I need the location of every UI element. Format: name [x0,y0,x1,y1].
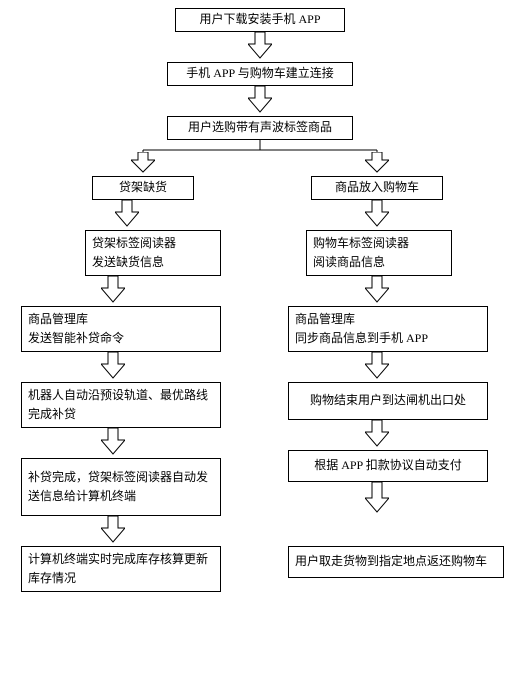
node-mgmt-send-restock: 商品管理库 发送智能补贷命令 [21,306,221,352]
node-download-app: 用户下载安装手机 APP [175,8,345,32]
arrow [131,152,155,174]
node-shelf-reader-send: 贷架标签阅读器 发送缺货信息 [85,230,221,276]
node-app-connect-cart: 手机 APP 与购物车建立连接 [167,62,353,86]
node-line2: 发送智能补贷命令 [28,329,124,348]
node-shelf-out-of-stock: 贷架缺货 [92,176,194,200]
node-label: 计算机终端实时完成库存核算更新库存情况 [28,550,214,588]
node-label: 用户选购带有声波标签商品 [188,118,332,137]
node-line1: 贷架标签阅读器 [92,234,176,253]
node-line1: 商品管理库 [295,310,355,329]
node-terminal-update-stock: 计算机终端实时完成库存核算更新库存情况 [21,546,221,592]
node-label: 用户下载安装手机 APP [199,10,320,29]
node-restock-done-send: 补贷完成，贷架标签阅读器自动发送信息给计算机终端 [21,458,221,516]
node-line1: 商品管理库 [28,310,88,329]
node-cart-reader-read: 购物车标签阅读器 阅读商品信息 [306,230,452,276]
node-put-in-cart: 商品放入购物车 [311,176,443,200]
split-connector [0,140,520,176]
arrow [115,200,139,228]
node-select-goods: 用户选购带有声波标签商品 [167,116,353,140]
node-label: 贷架缺货 [119,178,167,197]
node-label: 补贷完成，贷架标签阅读器自动发送信息给计算机终端 [28,468,214,506]
node-robot-restock: 机器人自动沿预设轨道、最优路线完成补贷 [21,382,221,428]
arrow [365,152,389,174]
node-label: 购物结束用户到达闸机出口处 [310,391,466,410]
node-auto-pay: 根据 APP 扣款协议自动支付 [288,450,488,482]
node-user-to-gate: 购物结束用户到达闸机出口处 [288,382,488,420]
arrow [101,352,125,380]
arrow [101,428,125,456]
node-line2: 发送缺货信息 [92,253,164,272]
arrow [365,482,389,514]
arrow [248,86,272,114]
node-label: 用户取走货物到指定地点返还购物车 [295,552,487,571]
node-mgmt-sync-app: 商品管理库 同步商品信息到手机 APP [288,306,488,352]
arrow [365,200,389,228]
arrow [101,276,125,304]
node-return-cart: 用户取走货物到指定地点返还购物车 [288,546,504,578]
arrow [248,32,272,60]
node-label: 手机 APP 与购物车建立连接 [186,64,334,83]
node-label: 商品放入购物车 [335,178,419,197]
node-line1: 购物车标签阅读器 [313,234,409,253]
arrow [365,276,389,304]
arrow [101,516,125,544]
arrow [365,420,389,448]
node-label: 机器人自动沿预设轨道、最优路线完成补贷 [28,386,214,424]
arrow [365,352,389,380]
node-label: 根据 APP 扣款协议自动支付 [314,456,462,475]
node-line2: 同步商品信息到手机 APP [295,329,428,348]
node-line2: 阅读商品信息 [313,253,385,272]
